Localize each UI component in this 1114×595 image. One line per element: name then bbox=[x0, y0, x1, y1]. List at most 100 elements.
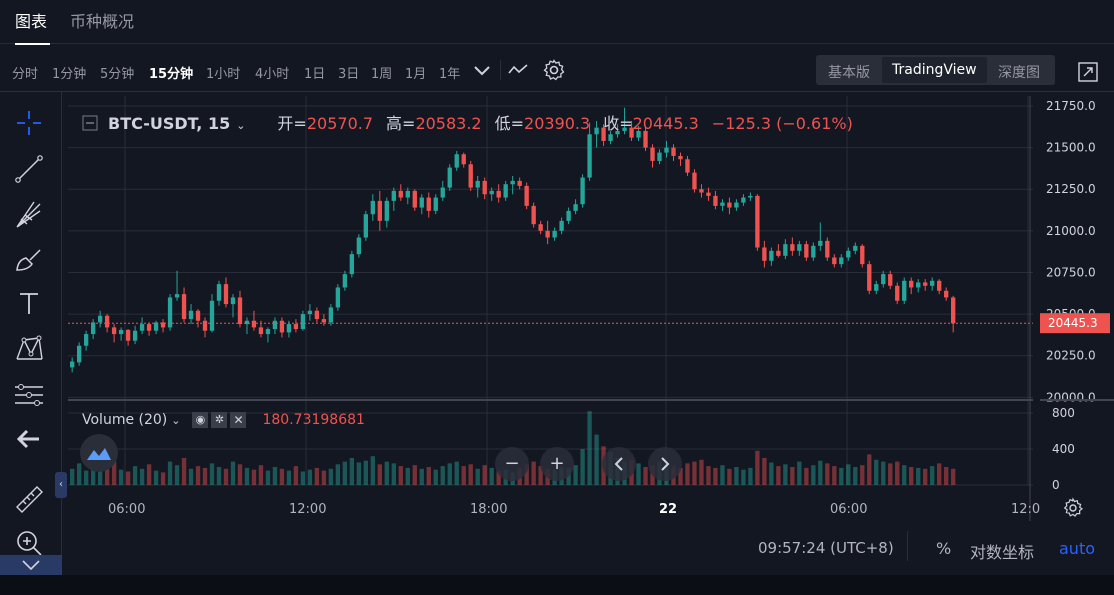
interval-3d[interactable]: 3日 bbox=[338, 67, 360, 82]
visibility-eye-icon[interactable]: ◉ bbox=[192, 412, 209, 428]
volume-settings-icon[interactable]: ✲ bbox=[211, 412, 228, 428]
interval-1d[interactable]: 1日 bbox=[304, 67, 326, 82]
candle-body bbox=[202, 320, 208, 331]
volume-bar bbox=[370, 456, 375, 485]
volume-bar bbox=[174, 465, 180, 485]
volume-bar bbox=[286, 470, 292, 485]
ohlc-legend: BTC-USDT, 15 ⌄ 开=20570.7 高=20583.2 低=20390.3… bbox=[82, 110, 853, 134]
collapse-toolbar-button[interactable] bbox=[0, 555, 62, 575]
low-label: 低= bbox=[494, 114, 525, 133]
crosshair-icon[interactable] bbox=[12, 106, 46, 140]
candle-body bbox=[384, 200, 389, 221]
auto-scale-toggle[interactable]: auto bbox=[1059, 539, 1096, 558]
fib-fan-icon[interactable] bbox=[12, 198, 46, 232]
view-basic[interactable]: 基本版 bbox=[828, 65, 870, 81]
volume-bar bbox=[90, 467, 96, 485]
volume-bar bbox=[300, 471, 306, 485]
time-tick: 12:00 bbox=[289, 502, 327, 517]
interval-5m[interactable]: 5分钟 bbox=[100, 67, 135, 82]
volume-label[interactable]: Volume (20) bbox=[82, 412, 168, 428]
remove-indicator-icon[interactable]: ✕ bbox=[230, 412, 247, 428]
candle-body bbox=[615, 130, 620, 135]
volume-bar bbox=[699, 459, 704, 485]
price-tick: 21000.0 bbox=[1046, 224, 1096, 238]
interval-1h[interactable]: 1小时 bbox=[206, 67, 241, 82]
candle-body bbox=[314, 310, 320, 320]
volume-chevron-icon[interactable]: ⌄ bbox=[171, 414, 181, 427]
symbol-label[interactable]: BTC-USDT, 15 bbox=[108, 114, 231, 133]
candle-body bbox=[461, 154, 466, 165]
candle-body bbox=[678, 155, 683, 160]
volume-bar bbox=[468, 464, 473, 485]
candle-body bbox=[783, 244, 788, 256]
prediction-tool-icon[interactable] bbox=[12, 378, 46, 412]
candle-body bbox=[118, 329, 124, 335]
zoom-out-button[interactable]: − bbox=[495, 447, 529, 481]
volume-bar bbox=[734, 467, 739, 485]
candle-body bbox=[139, 324, 145, 331]
sidebar-collapse-tab[interactable]: ‹ bbox=[55, 472, 67, 498]
scroll-right-button[interactable] bbox=[648, 447, 682, 481]
candle-body bbox=[776, 250, 781, 256]
high-value: 20583.2 bbox=[415, 114, 482, 133]
view-depth[interactable]: 深度图 bbox=[998, 65, 1040, 81]
percent-scale-toggle[interactable]: % bbox=[936, 539, 952, 558]
volume-bar bbox=[769, 462, 774, 485]
candle-body bbox=[741, 197, 746, 203]
candle-body bbox=[629, 127, 634, 138]
candle-body bbox=[405, 190, 410, 198]
time-tick: 18:00 bbox=[470, 502, 508, 517]
interval-timeline[interactable]: 分时 bbox=[12, 67, 39, 82]
candle-body bbox=[174, 294, 180, 298]
volume-bar bbox=[538, 466, 543, 485]
text-tool-icon[interactable] bbox=[12, 286, 46, 320]
symbol-chevron-icon[interactable]: ⌄ bbox=[236, 119, 246, 132]
ruler-icon[interactable] bbox=[12, 482, 46, 516]
tradingview-logo[interactable] bbox=[80, 434, 118, 472]
price-tick: 20750.0 bbox=[1046, 265, 1096, 279]
chevron-down-icon bbox=[22, 560, 40, 571]
volume-bar bbox=[888, 463, 893, 485]
settings-gear-icon[interactable] bbox=[542, 58, 566, 82]
scroll-left-button[interactable] bbox=[602, 447, 636, 481]
zoom-in-button[interactable]: + bbox=[540, 447, 574, 481]
log-scale-toggle[interactable]: 对数坐标 bbox=[970, 543, 1035, 562]
interval-1w[interactable]: 1周 bbox=[371, 67, 393, 82]
volume-bar bbox=[587, 411, 592, 485]
trend-line-icon[interactable] bbox=[12, 152, 46, 186]
fullscreen-icon[interactable] bbox=[1076, 60, 1100, 84]
chevron-left-icon bbox=[614, 457, 623, 471]
candle-body bbox=[699, 189, 704, 193]
pattern-tool-icon[interactable] bbox=[12, 332, 46, 366]
back-arrow-icon[interactable] bbox=[12, 422, 46, 456]
clock[interactable]: 09:57:24 (UTC+8) bbox=[758, 539, 894, 557]
brush-icon[interactable] bbox=[12, 242, 46, 276]
interval-1mo[interactable]: 1月 bbox=[405, 67, 427, 82]
collapse-legend-icon[interactable] bbox=[82, 115, 98, 131]
candle-body bbox=[440, 187, 445, 198]
interval-4h[interactable]: 4小时 bbox=[255, 67, 290, 82]
chart-type-line-icon[interactable] bbox=[506, 58, 530, 82]
toolbar-divider bbox=[500, 60, 501, 80]
active-tab-underline bbox=[15, 43, 50, 45]
price-axis[interactable]: 21750.021500.021250.021000.020750.020500… bbox=[1040, 96, 1114, 521]
volume-bar bbox=[398, 466, 403, 485]
chevron-down-icon[interactable] bbox=[470, 58, 494, 82]
volume-bar bbox=[566, 467, 571, 485]
tab-coin-overview[interactable]: 币种概况 bbox=[70, 12, 135, 31]
candle-body bbox=[160, 322, 166, 328]
tab-chart[interactable]: 图表 bbox=[15, 12, 48, 31]
volume-bar bbox=[384, 461, 389, 485]
volume-bar bbox=[70, 468, 75, 485]
view-tradingview[interactable]: TradingView bbox=[892, 62, 977, 78]
candle-body bbox=[839, 257, 844, 265]
zoom-in-icon[interactable] bbox=[12, 526, 46, 560]
axis-settings-icon[interactable] bbox=[1062, 497, 1084, 519]
interval-15m[interactable]: 15分钟 bbox=[149, 67, 194, 82]
interval-1y[interactable]: 1年 bbox=[439, 67, 461, 82]
price-chart[interactable] bbox=[68, 96, 1033, 521]
candle-body bbox=[930, 280, 935, 286]
volume-bar bbox=[727, 468, 732, 485]
interval-1m[interactable]: 1分钟 bbox=[52, 67, 87, 82]
volume-bar bbox=[846, 464, 851, 485]
